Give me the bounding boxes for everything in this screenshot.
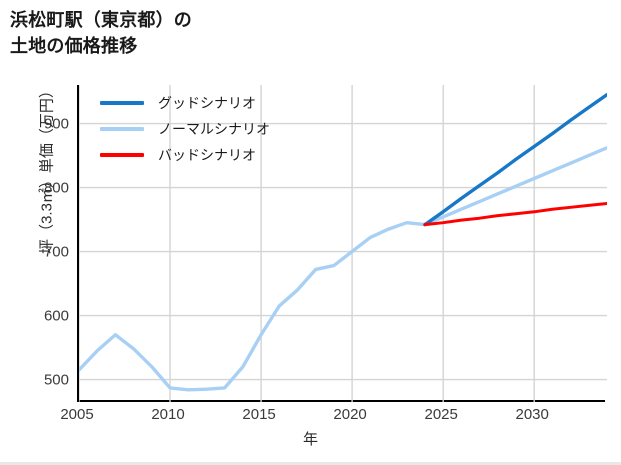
xtick-label-2025: 2025 (424, 406, 458, 423)
series-line (423, 201, 607, 227)
series-layer (79, 92, 607, 392)
y-axis-label: 坪（3.3㎡）単価（万円） (38, 83, 56, 254)
ytick-label-600: 600 (43, 307, 69, 325)
legend-swatch-good (100, 101, 144, 105)
legend-label-normal: ノーマルシナリオ (158, 121, 270, 137)
legend-item-bad: バッドシナリオ (100, 142, 310, 168)
legend-swatch-normal (100, 127, 144, 131)
ytick-label-800: 800 (43, 179, 69, 197)
legend-item-good: グッドシナリオ (100, 90, 310, 116)
plot-canvas (79, 85, 607, 402)
xtick-label-2005: 2005 (60, 406, 94, 423)
grid-horizontal (79, 122, 607, 381)
series-line (423, 92, 607, 227)
xtick-label-2020: 2020 (333, 406, 367, 423)
xtick-label-2010: 2010 (151, 406, 185, 423)
ytick-label-700: 700 (43, 243, 69, 261)
legend-label-bad: バッドシナリオ (158, 147, 256, 163)
xtick-label-2030: 2030 (515, 406, 549, 423)
series-line (79, 146, 607, 392)
grid-vertical (79, 85, 535, 402)
ytick-label-900: 900 (43, 115, 69, 133)
x-axis-label: 年 (302, 431, 318, 448)
legend-swatch-bad (100, 153, 144, 157)
plot-area (77, 85, 607, 402)
ytick-label-500: 500 (43, 371, 69, 389)
legend-label-good: グッドシナリオ (158, 95, 256, 111)
chart-title: 浜松町駅（東京都）の 土地の価格推移 (10, 10, 192, 56)
chart-legend: グッドシナリオ ノーマルシナリオ バッドシナリオ (100, 90, 310, 168)
legend-item-normal: ノーマルシナリオ (100, 116, 310, 142)
page-bottom-edge (0, 462, 621, 465)
xtick-label-2015: 2015 (242, 406, 276, 423)
